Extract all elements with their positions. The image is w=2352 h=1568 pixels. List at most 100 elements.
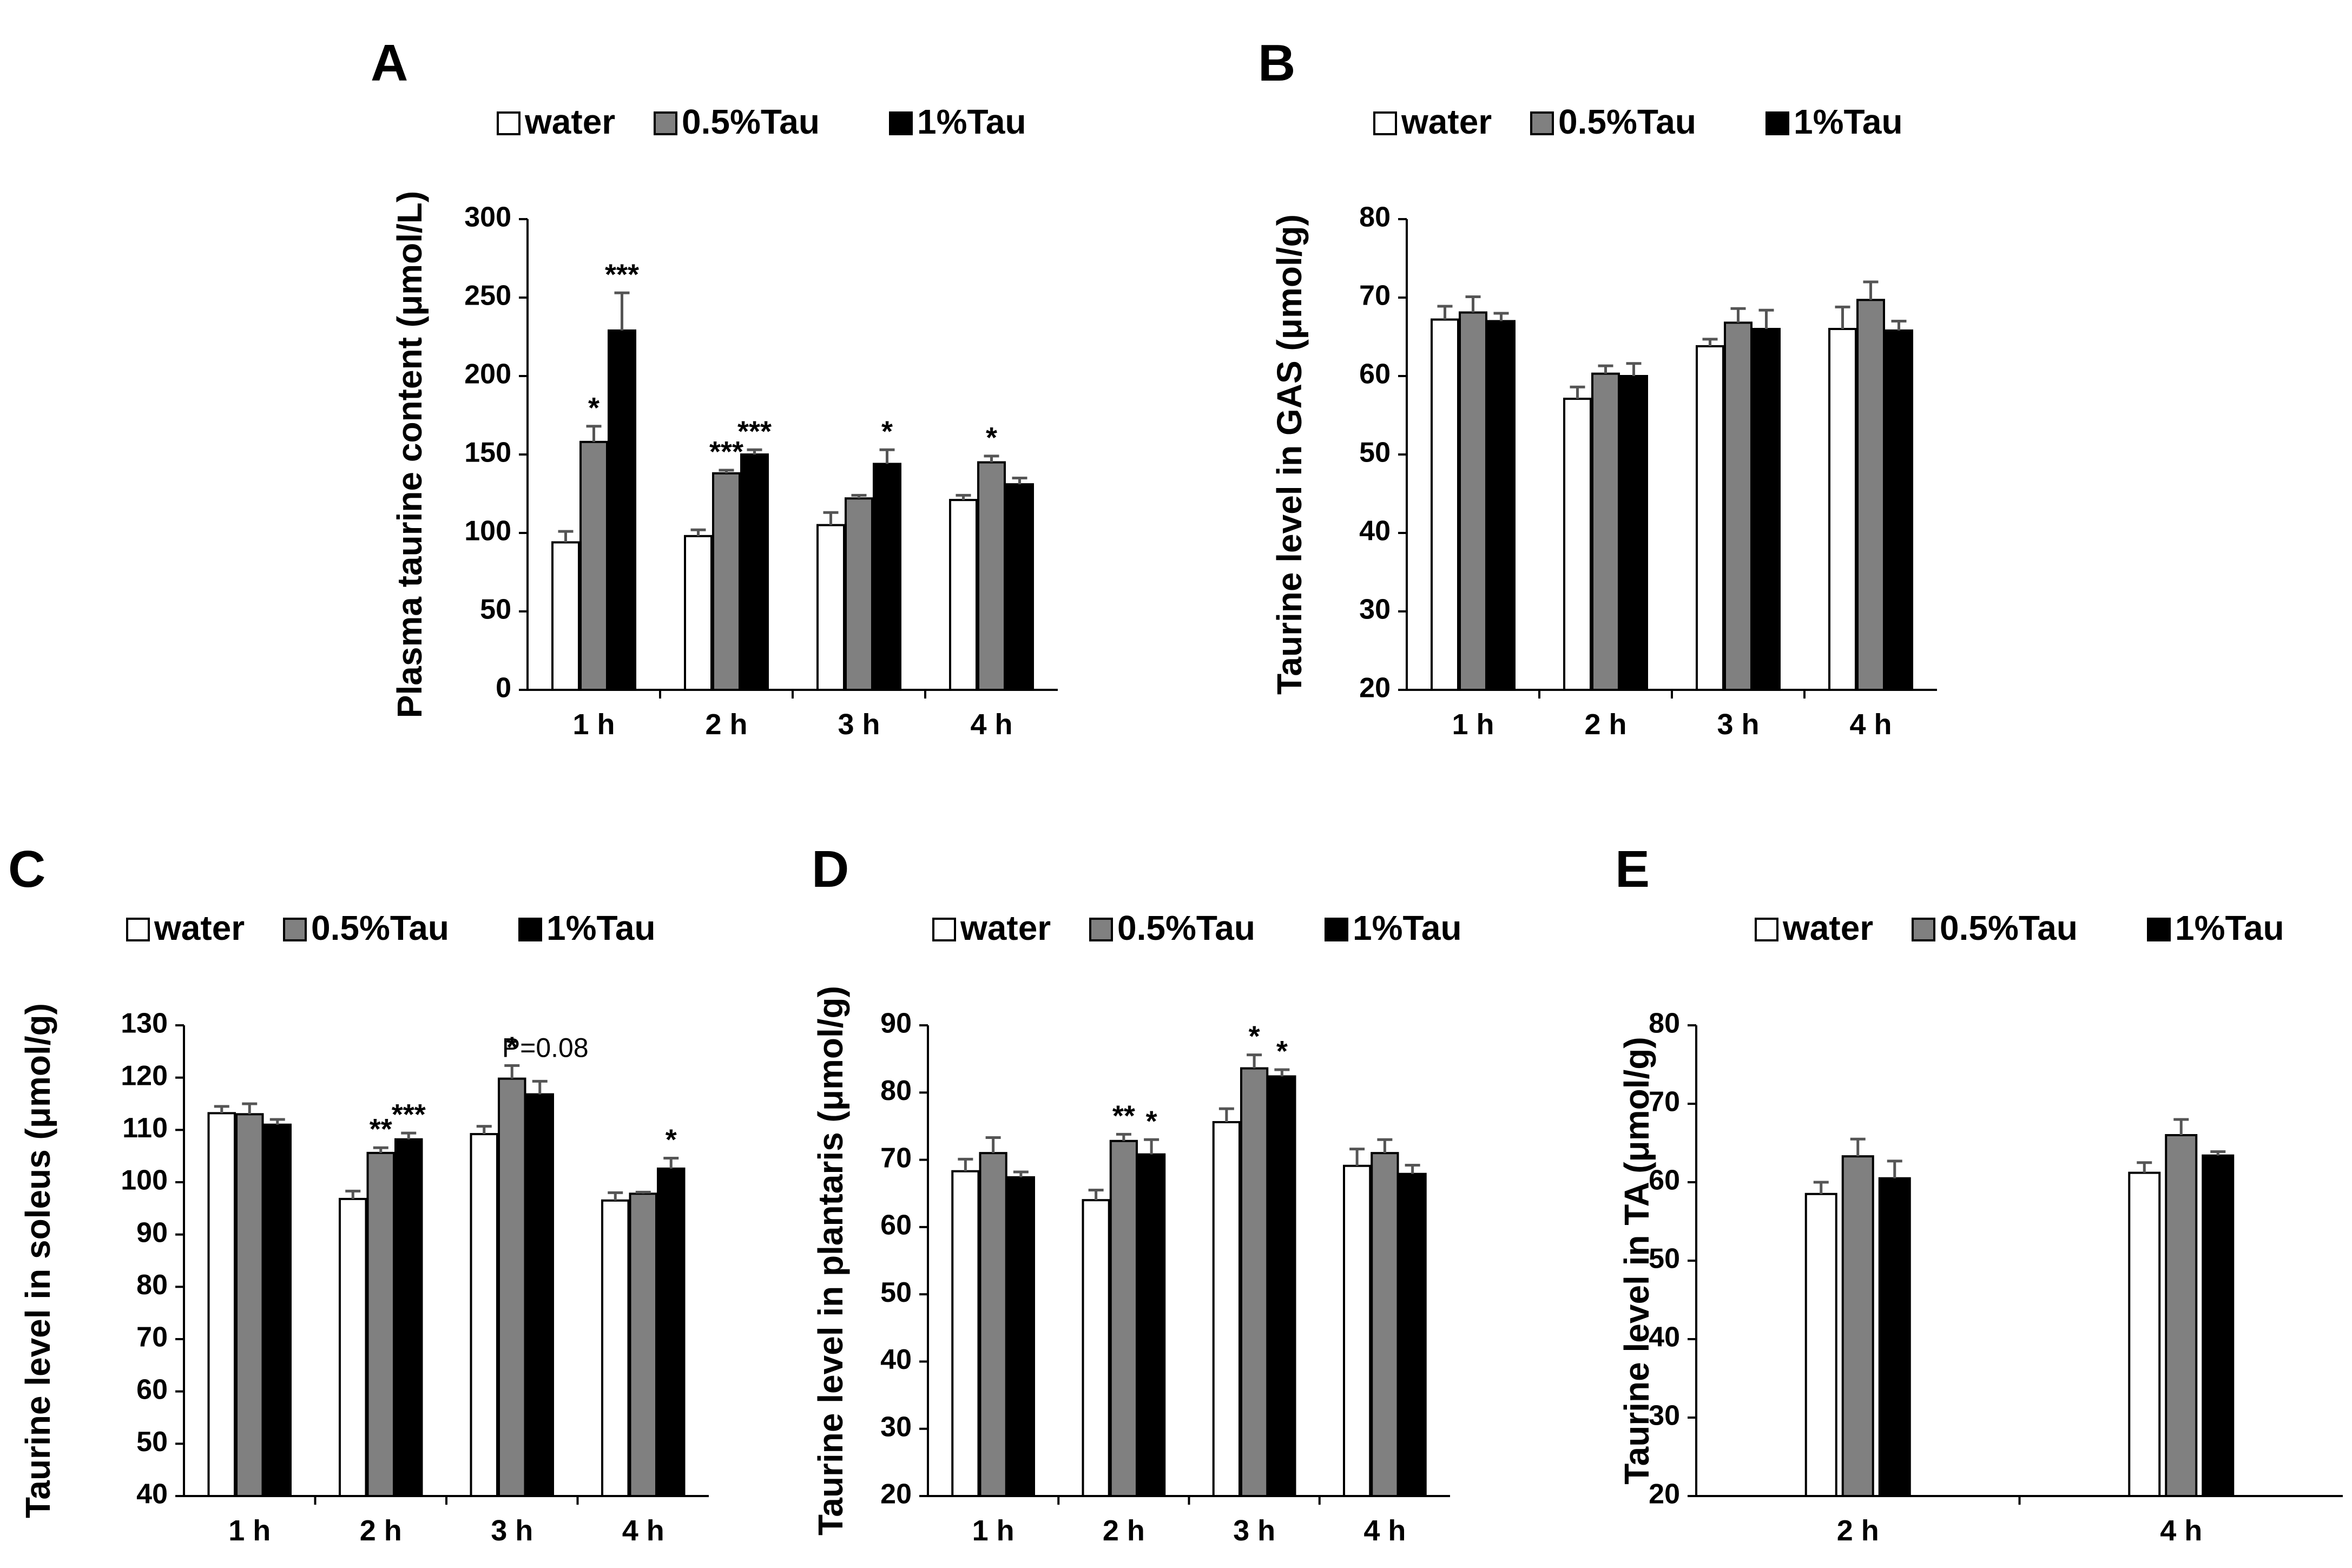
x-tick-label: 3 h (491, 1514, 533, 1547)
bar-tau05 (629, 1193, 657, 1497)
x-tick-label: 2 h (360, 1514, 402, 1547)
legend: water 0.5%Tau 1%Tau (126, 908, 656, 947)
significance-marker: * (506, 1031, 518, 1063)
y-tick-label: 60 (1649, 1165, 1680, 1196)
legend-swatch-tau05 (1530, 111, 1554, 135)
y-tick-label: 90 (136, 1217, 168, 1248)
bar-water (601, 1199, 630, 1497)
bar-tau05 (845, 497, 873, 691)
y-tick-label: 50 (1649, 1243, 1680, 1275)
x-tick-label: 4 h (970, 708, 1012, 741)
y-tick-label: 50 (880, 1277, 912, 1308)
legend-label-tau05: 0.5%Tau (682, 102, 820, 141)
bar-tau1 (740, 453, 769, 691)
y-tick-label: 30 (1359, 594, 1391, 625)
bar-tau05 (1591, 372, 1620, 691)
legend-label-tau05: 0.5%Tau (311, 908, 449, 947)
y-axis-label: Taurine level in GAS (μmol/g) (1270, 214, 1309, 695)
bar-tau1 (263, 1123, 292, 1498)
significance-marker: * (588, 392, 599, 424)
bar-water (1082, 1199, 1110, 1497)
bar-water (1212, 1121, 1241, 1497)
bar-water (1696, 345, 1724, 691)
y-tick-label: 60 (136, 1374, 168, 1405)
legend-swatch-water (932, 918, 956, 941)
significance-marker: * (986, 421, 997, 454)
bar-tau1 (1137, 1153, 1166, 1498)
bar-water (949, 499, 978, 691)
legend-swatch-tau1 (1765, 111, 1789, 135)
legend-label-water: water (154, 908, 245, 947)
x-tick-label: 1 h (572, 708, 615, 741)
bar-tau1 (2202, 1154, 2235, 1497)
y-tick-label: 40 (136, 1479, 168, 1510)
legend-swatch-tau1 (2147, 918, 2171, 941)
significance-marker: ** (370, 1113, 392, 1145)
legend-label-tau1: 1%Tau (546, 908, 656, 947)
y-tick-label: 60 (880, 1210, 912, 1241)
x-tick-label: 4 h (622, 1514, 664, 1547)
x-tick-label: 1 h (1452, 708, 1494, 741)
legend-label-tau1: 1%Tau (2175, 908, 2284, 947)
bar-tau05 (579, 440, 608, 691)
legend-label-tau05: 0.5%Tau (1117, 908, 1255, 947)
significance-marker: * (881, 415, 893, 447)
legend-label-tau1: 1%Tau (917, 102, 1026, 141)
y-tick-label: 0 (496, 673, 511, 704)
legend-swatch-tau1 (1325, 918, 1348, 941)
legend-swatch-tau1 (889, 111, 913, 135)
bar-water (684, 535, 713, 691)
legend-label-tau05: 0.5%Tau (1558, 102, 1696, 141)
legend: water 0.5%Tau 1%Tau (497, 102, 1026, 141)
y-tick-label: 130 (121, 1008, 168, 1039)
y-tick-label: 40 (1649, 1322, 1680, 1353)
significance-marker: ** (1112, 1099, 1135, 1132)
legend-swatch-tau05 (1089, 918, 1113, 941)
bar-tau1 (608, 329, 636, 691)
x-tick-label: 3 h (1717, 708, 1759, 741)
legend-label-tau1: 1%Tau (1353, 908, 1462, 947)
legend-swatch-tau05 (654, 111, 677, 135)
bar-water (1804, 1193, 1837, 1497)
y-tick-label: 30 (1649, 1400, 1680, 1432)
legend-swatch-water (1755, 918, 1778, 941)
x-tick-label: 2 h (1103, 1514, 1145, 1547)
bar-tau05 (1371, 1152, 1399, 1497)
y-axis-label: Plasma taurine content (μmol/L) (390, 191, 429, 718)
p-value-note: P=0.08 (502, 1032, 589, 1063)
y-tick-label: 30 (880, 1411, 912, 1442)
y-tick-label: 100 (121, 1165, 168, 1196)
bar-water (1828, 328, 1857, 691)
y-tick-label: 50 (136, 1426, 168, 1458)
bar-tau1 (1006, 1176, 1035, 1497)
bar-tau05 (1841, 1155, 1874, 1497)
bar-tau05 (498, 1077, 526, 1497)
bar-tau1 (1752, 328, 1781, 691)
bar-tau05 (235, 1113, 264, 1497)
x-tick-label: 2 h (705, 708, 747, 741)
legend: water 0.5%Tau 1%Tau (1755, 908, 2284, 947)
legend-swatch-tau05 (283, 918, 307, 941)
y-tick-label: 50 (1359, 437, 1391, 469)
y-tick-label: 80 (1359, 202, 1391, 233)
y-tick-label: 40 (1359, 516, 1391, 547)
bar-water (1563, 398, 1592, 691)
x-tick-label: 4 h (1849, 708, 1892, 741)
bar-tau1 (657, 1167, 686, 1498)
legend-label-water: water (960, 908, 1051, 947)
x-tick-label: 1 h (972, 1514, 1014, 1547)
bar-tau1 (394, 1138, 423, 1498)
bar-tau05 (979, 1152, 1007, 1497)
x-tick-label: 4 h (1363, 1514, 1406, 1547)
legend-label-tau05: 0.5%Tau (1940, 908, 2078, 947)
bar-tau05 (977, 461, 1006, 691)
significance-marker: * (1146, 1105, 1157, 1137)
x-tick-label: 1 h (228, 1514, 271, 1547)
x-tick-label: 2 h (1584, 708, 1626, 741)
bar-tau1 (1619, 375, 1648, 691)
y-tick-label: 300 (464, 202, 511, 233)
